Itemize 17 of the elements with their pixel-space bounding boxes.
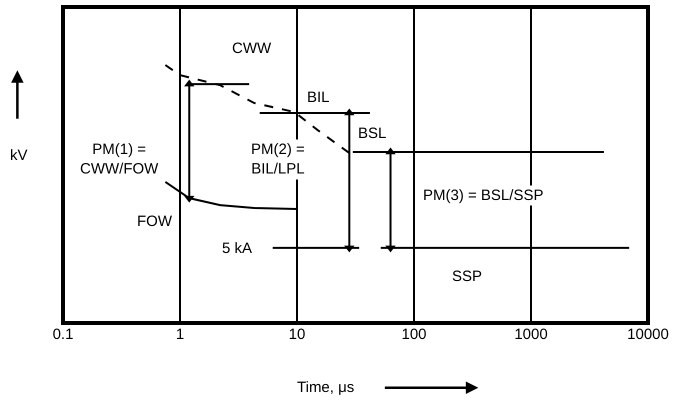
- annotation: PM(1) = CWW/FOW: [80, 141, 160, 178]
- x-tick-label: 10: [288, 326, 306, 343]
- text: CWW: [232, 40, 272, 57]
- annotation: FOW: [137, 213, 173, 230]
- annotation: 5 kA: [222, 240, 252, 257]
- x-tick-label: 100: [401, 326, 427, 343]
- x-tick-label: 0.1: [52, 326, 74, 343]
- annotation: SSP: [452, 268, 482, 285]
- annotation: PM(2) = BIL/LPL: [251, 141, 305, 178]
- annotation: BSL: [358, 125, 386, 142]
- x-axis-title: Time, μs: [297, 379, 354, 396]
- annotation: PM(3) = BSL/SSP: [423, 187, 544, 204]
- y-axis-title: kV: [10, 147, 28, 164]
- annotation: BIL: [307, 89, 330, 106]
- x-tick-label: 1: [176, 326, 184, 343]
- x-tick-label: 10000: [627, 326, 669, 343]
- x-tick-label: 1000: [514, 326, 548, 343]
